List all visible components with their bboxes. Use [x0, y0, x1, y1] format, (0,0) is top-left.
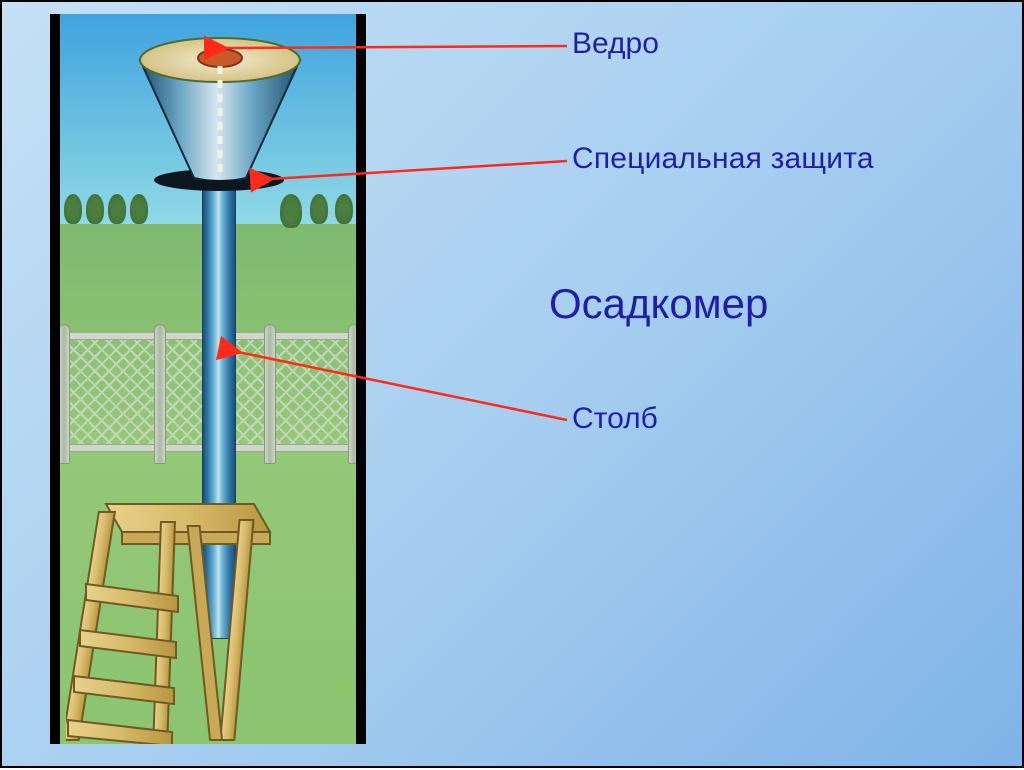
- slide: Ведро Специальная защита Осадкомер Столб: [0, 0, 1024, 768]
- funnel: [136, 32, 304, 180]
- step-ladder: [66, 492, 276, 744]
- slide-title: Осадкомер: [549, 280, 768, 328]
- bucket-opening: [198, 49, 242, 67]
- label-bucket: Ведро: [572, 27, 659, 61]
- label-shield: Специальная защита: [572, 142, 874, 176]
- label-pole: Столб: [572, 402, 658, 436]
- illustration-panel: [50, 14, 366, 744]
